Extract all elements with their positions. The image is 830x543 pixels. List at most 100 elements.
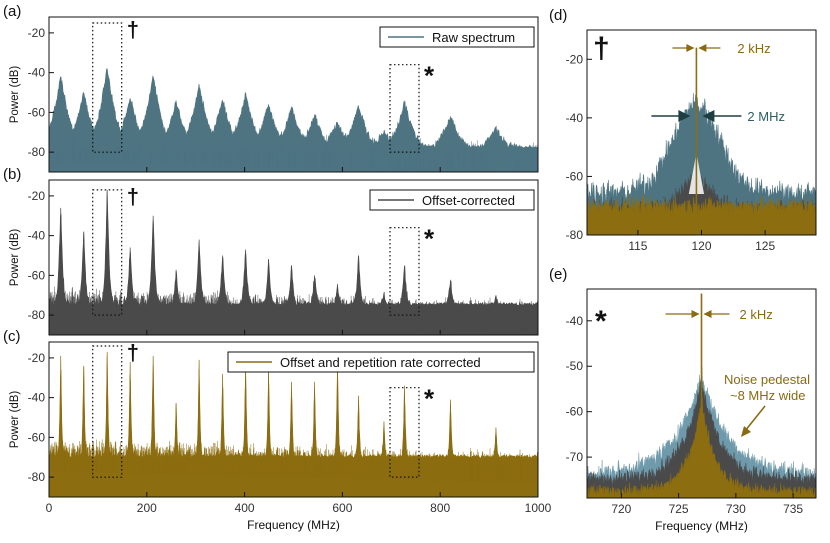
comb-peak [195, 239, 204, 308]
comb-peak [446, 281, 455, 308]
comb-peak [103, 189, 112, 308]
x-tick-label: 115 [628, 239, 647, 253]
asterisk-marker: * [424, 384, 435, 414]
comb-peak [104, 351, 110, 460]
axes-frame-c [48, 341, 539, 498]
comb-peak [241, 249, 250, 308]
comb-peak [149, 215, 158, 308]
y-tick-label: -80 [28, 308, 46, 322]
comb-peak [348, 106, 369, 151]
y-tick-label: -80 [28, 470, 46, 484]
y-axis-label: Power (dB) [9, 66, 21, 124]
comb-peak [281, 108, 303, 151]
y-tick-label: -20 [28, 26, 46, 40]
comb-peak [79, 231, 88, 308]
y-tick-label: -40 [28, 66, 46, 80]
x-tick-label: 735 [783, 502, 803, 516]
y-tick-label: -20 [566, 52, 584, 66]
comb-peak [354, 255, 363, 308]
comb-peak [58, 355, 64, 460]
y-tick-label: -60 [28, 268, 46, 282]
legend-label: Offset-corrected [422, 193, 515, 208]
noise-texture-a [49, 130, 538, 172]
annotation-2khz-e: 2 kHz [740, 307, 773, 322]
comb-peak [493, 427, 499, 460]
asterisk-marker: * [595, 305, 607, 338]
x-tick-label: 1000 [525, 501, 552, 515]
comb-peak [381, 421, 387, 460]
comb-peak [491, 295, 501, 308]
panel-label-a: (a) [3, 3, 21, 20]
panel-label-e: (e) [549, 266, 567, 283]
comb-peak [165, 102, 187, 151]
y-tick-label: -20 [28, 189, 46, 203]
highlight-box [389, 64, 420, 153]
comb-peak [73, 92, 95, 151]
comb-peak [126, 247, 135, 308]
y-tick-label: -60 [28, 105, 46, 119]
comb-peak [96, 68, 118, 151]
y-tick-label: -80 [28, 145, 46, 159]
annotation-2khz-d: 2 kHz [737, 41, 770, 56]
x-tick-label: 720 [611, 502, 631, 516]
legend-box [369, 189, 535, 211]
x-tick-label: 0 [46, 501, 53, 515]
comb-peak [333, 285, 342, 308]
y-tick-label: -40 [28, 391, 46, 405]
asterisk-marker: * [424, 224, 435, 254]
x-tick-label: 125 [755, 239, 775, 253]
axes-frame-e [586, 288, 817, 499]
comb-peak [142, 76, 164, 151]
comb-peak [218, 255, 227, 308]
annotation-8mhz: ~8 MHz wide [730, 388, 806, 403]
comb-peak [485, 128, 507, 151]
dagger-marker: † [127, 340, 139, 365]
x-tick-label: 730 [726, 502, 746, 516]
comb-peak [56, 207, 65, 308]
comb-peak [173, 403, 179, 460]
comb-peak [81, 365, 87, 460]
noise-texture-b [49, 286, 538, 331]
comb-peak [212, 100, 234, 151]
arrowhead [702, 110, 715, 122]
y-tick-label: -70 [566, 450, 584, 464]
axes-frame-b [48, 179, 539, 336]
y-axis-label: Power (dB) [9, 391, 21, 449]
comb-peak [235, 94, 256, 151]
y-tick-label: -40 [566, 314, 584, 328]
comb-peak [402, 385, 407, 460]
comb-peak [50, 76, 72, 151]
y-tick-label: -60 [566, 169, 584, 183]
comb-peak [264, 259, 273, 308]
comb-peak [335, 361, 340, 460]
dagger-marker: † [127, 17, 139, 42]
pedestal-arrow [744, 405, 766, 432]
highlight-box [389, 227, 420, 316]
comb-peak [304, 116, 326, 151]
comb-peak [119, 98, 141, 151]
panel-label-c: (c) [3, 328, 21, 345]
y-tick-label: -60 [566, 405, 584, 419]
comb-peak [394, 102, 415, 151]
comb-peak [150, 355, 156, 460]
panel-label-b: (b) [3, 166, 21, 183]
y-axis-label: Power (dB) [9, 229, 21, 287]
comb-peak [356, 395, 361, 460]
y-tick-label: -40 [28, 229, 46, 243]
y-tick-label: -20 [28, 351, 46, 365]
comb-peak [196, 359, 202, 460]
zoom-trace-d [587, 47, 816, 235]
comb-peak [127, 361, 133, 460]
panel-label-d: (d) [549, 7, 567, 24]
zoom-trace-e [587, 293, 816, 498]
y-tick-label: -60 [28, 430, 46, 444]
arrowhead [741, 426, 751, 437]
x-tick-label: 725 [669, 502, 689, 516]
x-tick-label: 600 [332, 501, 352, 515]
y-tick-label: -40 [566, 111, 584, 125]
comb-peak [312, 381, 317, 460]
x-axis-label: Frequency (MHz) [655, 519, 748, 533]
dagger-marker: † [593, 32, 610, 65]
legend-label: Offset and repetition rate corrected [280, 355, 481, 370]
